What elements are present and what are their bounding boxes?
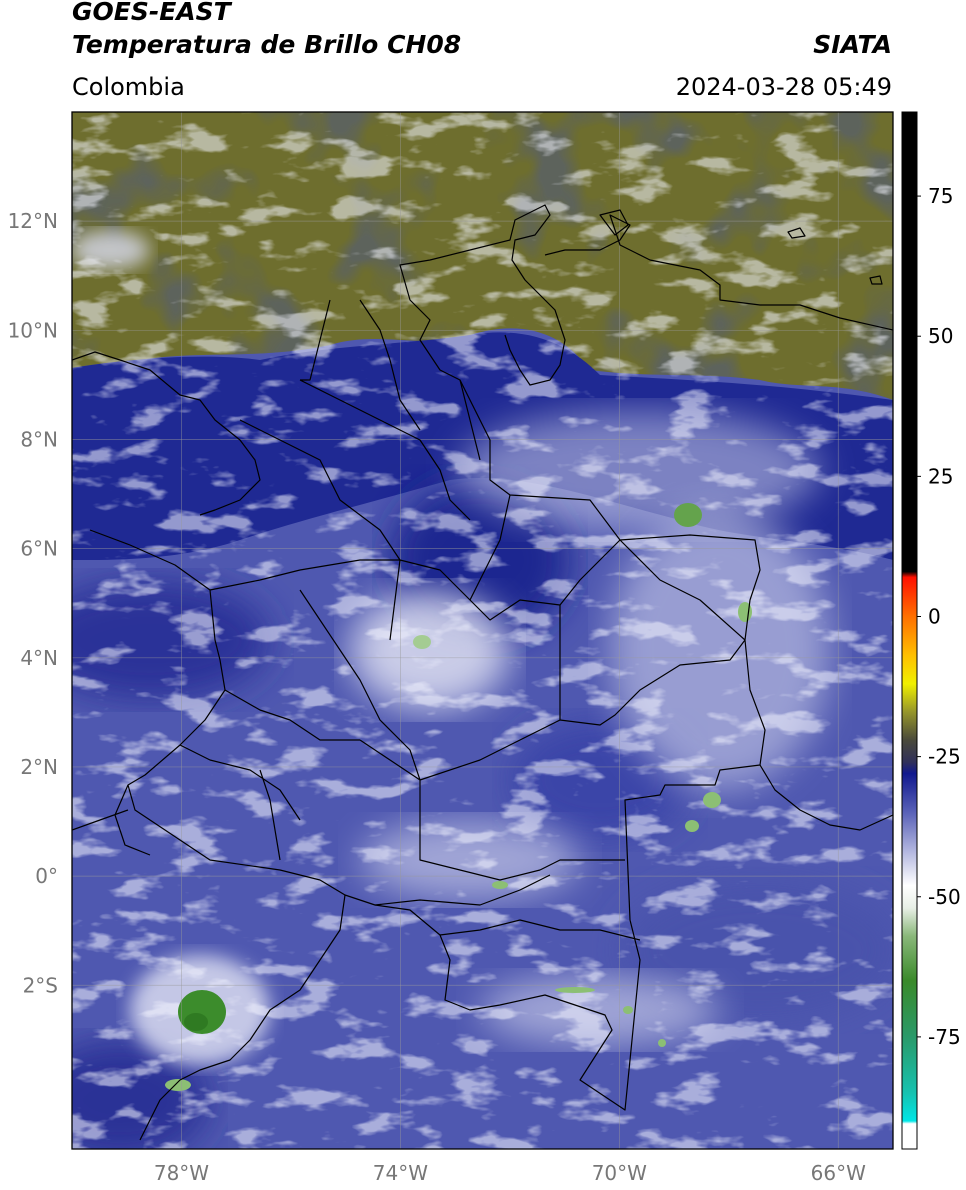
latitude-label: 8°N	[20, 427, 58, 451]
longitude-label: 78°W	[154, 1161, 209, 1185]
cold-cloud-tops	[165, 503, 752, 1091]
islands	[599, 209, 883, 285]
map-frame	[71, 111, 894, 1150]
colorbar-tick-label: 75	[928, 184, 953, 208]
colombia-border	[89, 204, 766, 1111]
satellite-imagery	[72, 112, 893, 1149]
latitude-label: 0°	[35, 864, 58, 888]
datetime-label: 2024-03-28 05:49	[675, 73, 892, 101]
ecuador-peru	[72, 784, 346, 1141]
panama	[72, 351, 261, 516]
product-title: Temperatura de Brillo CH08	[72, 30, 462, 59]
colorbar: 75 50 25 0 -25 -50 -75	[901, 111, 961, 1150]
colorbar-tick-label: -25	[928, 745, 961, 769]
colorbar-tick-label: -75	[928, 1025, 961, 1049]
colorbar-frame	[901, 111, 918, 1150]
latitude-label: 10°N	[8, 318, 58, 342]
boundaries	[72, 204, 893, 1141]
institution-label: SIATA	[813, 30, 892, 59]
colorbar-gradient-bar	[902, 112, 917, 1149]
latitude-label: 2°N	[20, 755, 58, 779]
latitude-label: 6°N	[20, 537, 58, 561]
satellite-title: GOES-EAST	[72, 0, 231, 26]
longitude-ticks: 78°W 74°W 70°W 66°W	[154, 1161, 866, 1185]
colorbar-tick-label: 0	[928, 604, 941, 628]
region-label: Colombia	[72, 73, 185, 101]
latitude-ticks: 12°N 10°N 8°N 6°N 4°N 2°N 0° 2°S	[8, 209, 58, 997]
colorbar-tick-label: 50	[928, 324, 953, 348]
brazil-venezuela	[559, 539, 893, 831]
venezuela-coast	[544, 214, 893, 331]
colorbar-tick-label: -50	[928, 885, 961, 909]
latitude-label: 12°N	[8, 209, 58, 233]
longitude-label: 70°W	[592, 1161, 647, 1185]
longitude-label: 74°W	[373, 1161, 428, 1185]
latitude-label: 4°N	[20, 646, 58, 670]
colorbar-ticks: 75 50 25 0 -25 -50 -75	[917, 184, 961, 1049]
colorbar-tick-label: 25	[928, 464, 953, 488]
latitude-label: 2°S	[23, 973, 58, 997]
departments	[179, 299, 641, 941]
longitude-label: 66°W	[811, 1161, 866, 1185]
